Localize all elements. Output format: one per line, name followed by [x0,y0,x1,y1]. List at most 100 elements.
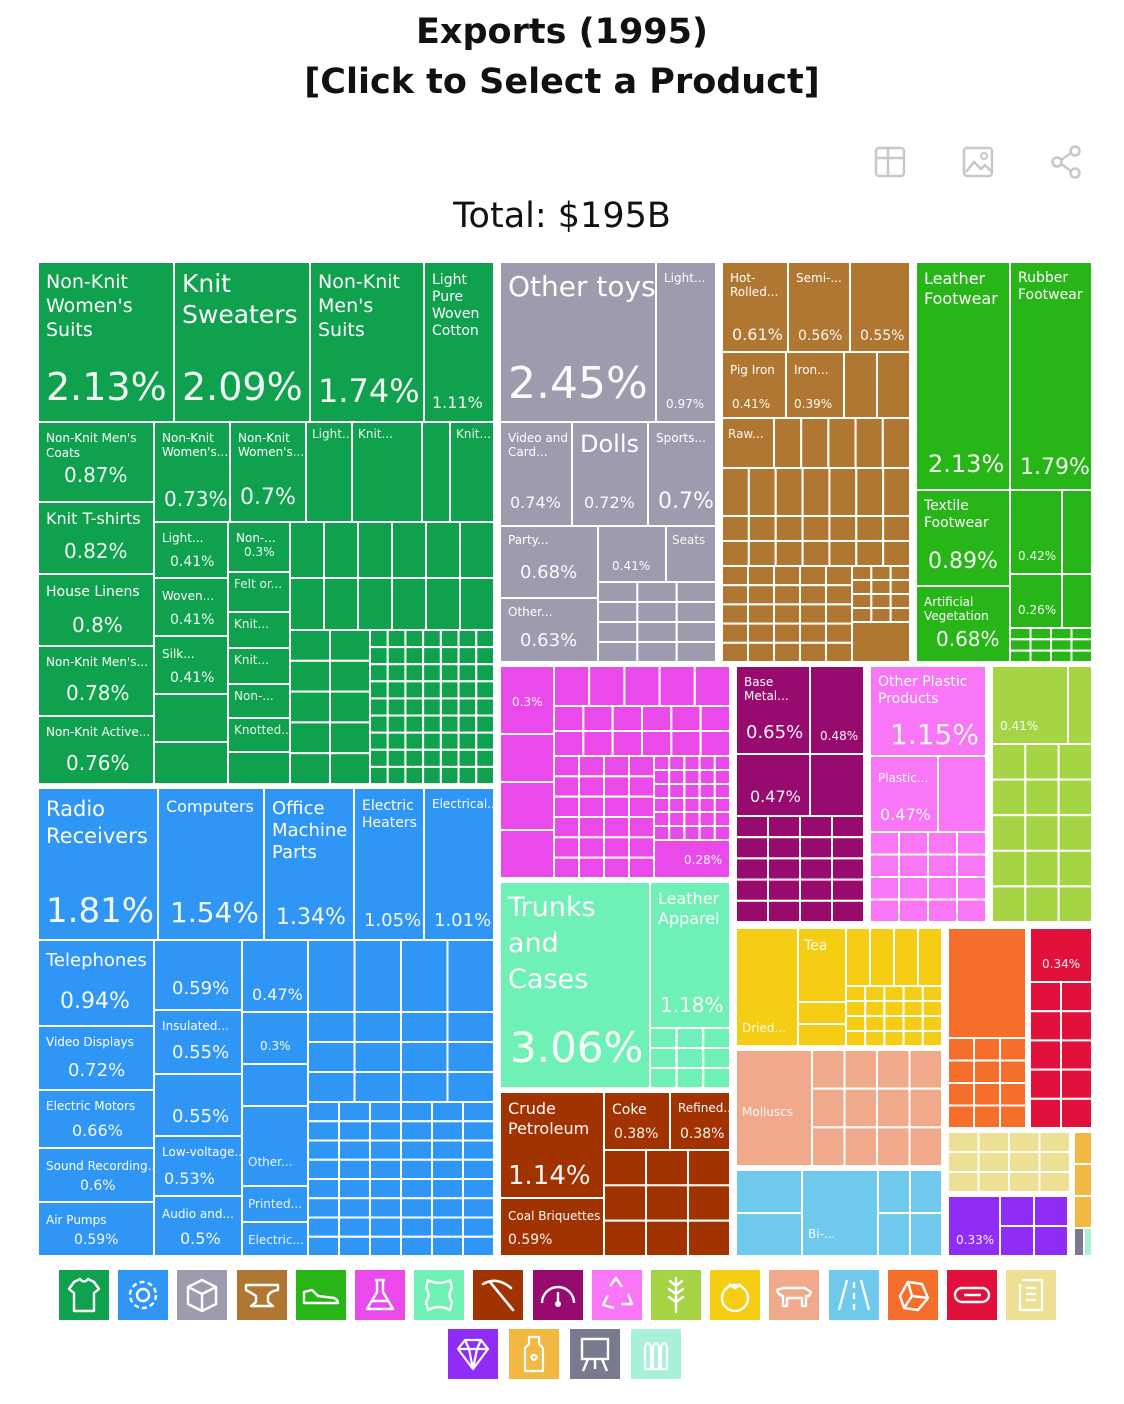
treemap-cell-small[interactable] [713,811,731,827]
treemap-cell-small[interactable] [1029,1010,1062,1042]
treemap-cell-small[interactable] [404,646,425,666]
treemap-cell-small[interactable] [1033,1225,1069,1257]
treemap-cell[interactable] [305,421,353,523]
treemap-cell-small[interactable] [386,646,407,666]
treemap-cell-small[interactable] [645,1184,689,1222]
treemap-cell-small[interactable] [439,714,460,734]
treemap-cell-small[interactable] [864,1030,886,1047]
treemap-cell-small[interactable] [828,515,858,542]
treemap-cell-small[interactable] [991,778,1027,817]
treemap-cell[interactable] [849,261,911,353]
treemap-cell-small[interactable] [369,680,389,700]
treemap-cell-small[interactable] [851,593,873,609]
treemap-cell-small[interactable] [747,565,775,587]
treemap-cell-small[interactable] [400,1235,433,1257]
treemap-cell-small[interactable] [927,853,958,878]
treemap-cell-small[interactable] [422,731,442,751]
treemap-cell-small[interactable] [882,540,912,567]
treemap-cell-small[interactable] [877,1212,911,1257]
treemap-cell-small[interactable] [457,680,478,700]
treemap-cell-small[interactable] [1050,649,1073,664]
treemap-cell-small[interactable] [898,898,929,923]
treemap-cell[interactable] [869,665,987,757]
treemap-cell-small[interactable] [431,1197,464,1219]
treemap-cell-small[interactable] [735,1212,803,1257]
treemap-cell-small[interactable] [649,1027,678,1049]
treemap-cell-small[interactable] [386,714,407,734]
treemap-cell-small[interactable] [843,1049,878,1090]
treemap-cell-small[interactable] [369,697,389,717]
treemap-cell-small[interactable] [825,565,853,587]
treemap-cell-small[interactable] [675,641,718,663]
treemap-cell-small[interactable] [1057,814,1093,852]
treemap-cell-small[interactable] [675,1067,705,1089]
treemap-cell[interactable] [153,635,229,695]
treemap-cell-small[interactable] [811,1087,846,1129]
treemap-cell-small[interactable] [553,856,580,880]
treemap-cell-small[interactable] [869,927,895,987]
treemap-cell-small[interactable] [1024,778,1060,817]
treemap-cell-small[interactable] [369,1235,402,1257]
treemap-cell-small[interactable] [1057,778,1093,817]
treemap-cell-small[interactable] [653,769,671,785]
treemap-cell-small[interactable] [422,697,442,717]
treemap-cell-small[interactable] [869,853,900,878]
treemap-cell-small[interactable] [797,1001,847,1025]
treemap-cell-small[interactable] [767,857,801,881]
treemap-cell-small[interactable] [422,680,442,700]
treemap-cell-small[interactable] [1024,885,1060,924]
treemap-cell[interactable] [721,351,787,419]
treemap-cell-small[interactable] [553,730,585,757]
treemap-cell-small[interactable] [825,603,853,625]
treemap-cell-small[interactable] [947,1082,975,1107]
treemap-cell-small[interactable] [329,721,371,755]
treemap-cell-small[interactable] [462,1120,495,1142]
treemap-cell-small[interactable] [735,878,769,902]
treemap-cell-small[interactable] [578,836,605,859]
treemap-cell-small[interactable] [603,1219,647,1257]
treemap-cell-small[interactable] [289,629,331,662]
treemap-cell-small[interactable] [386,697,407,717]
treemap-cell[interactable] [785,351,845,419]
image-download-icon[interactable] [960,144,996,180]
treemap-cell-small[interactable] [649,1067,678,1089]
treemap-cell-small[interactable] [400,939,449,1013]
treemap-cell-small[interactable] [683,811,701,827]
treemap-cell-small[interactable] [1024,743,1060,781]
treemap-cell-small[interactable] [999,1195,1035,1227]
treemap-cell-small[interactable] [597,581,639,603]
treemap-cell[interactable] [499,1091,605,1199]
treemap-cell-small[interactable] [603,856,630,880]
treemap-cell[interactable] [153,521,229,579]
treemap-cell-small[interactable] [323,577,359,631]
treemap-cell-small[interactable] [1050,638,1073,652]
treemap-cell-small[interactable] [603,816,630,839]
treemap-cell-small[interactable] [774,540,804,567]
treemap-cell-small[interactable] [973,1037,1001,1062]
treemap-cell[interactable] [915,585,1011,663]
treemap-cell-small[interactable] [391,521,427,579]
treemap-cell-small[interactable] [307,1178,340,1200]
treemap-cell[interactable] [801,1169,879,1257]
treemap-cell[interactable] [735,927,799,1047]
treemap-cell-small[interactable] [357,521,393,579]
treemap-cell[interactable] [157,787,265,941]
treemap-cell-small[interactable] [876,1126,911,1168]
animal-products-cow-icon[interactable] [769,1270,820,1320]
treemap-cell-small[interactable] [973,1059,1001,1084]
treemap-cell-small[interactable] [774,467,804,517]
treemap-cell-small[interactable] [400,1101,433,1123]
treemap-cell-small[interactable] [800,417,830,469]
treemap-cell-small[interactable] [735,857,769,881]
treemap-cell-small[interactable] [854,417,884,469]
treemap-cell-small[interactable] [864,1000,886,1017]
treemap-cell-small[interactable] [289,752,331,786]
weapons-ammo-icon[interactable] [631,1329,681,1379]
treemap-cell-small[interactable] [927,876,958,901]
treemap-cell[interactable] [241,1221,309,1257]
treemap-cell-small[interactable] [649,1047,678,1069]
treemap-cell-small[interactable] [499,733,555,783]
treemap-cell-small[interactable] [578,755,605,778]
treemap-cell-small[interactable] [921,985,943,1002]
treemap-cell-small[interactable] [307,1120,340,1142]
